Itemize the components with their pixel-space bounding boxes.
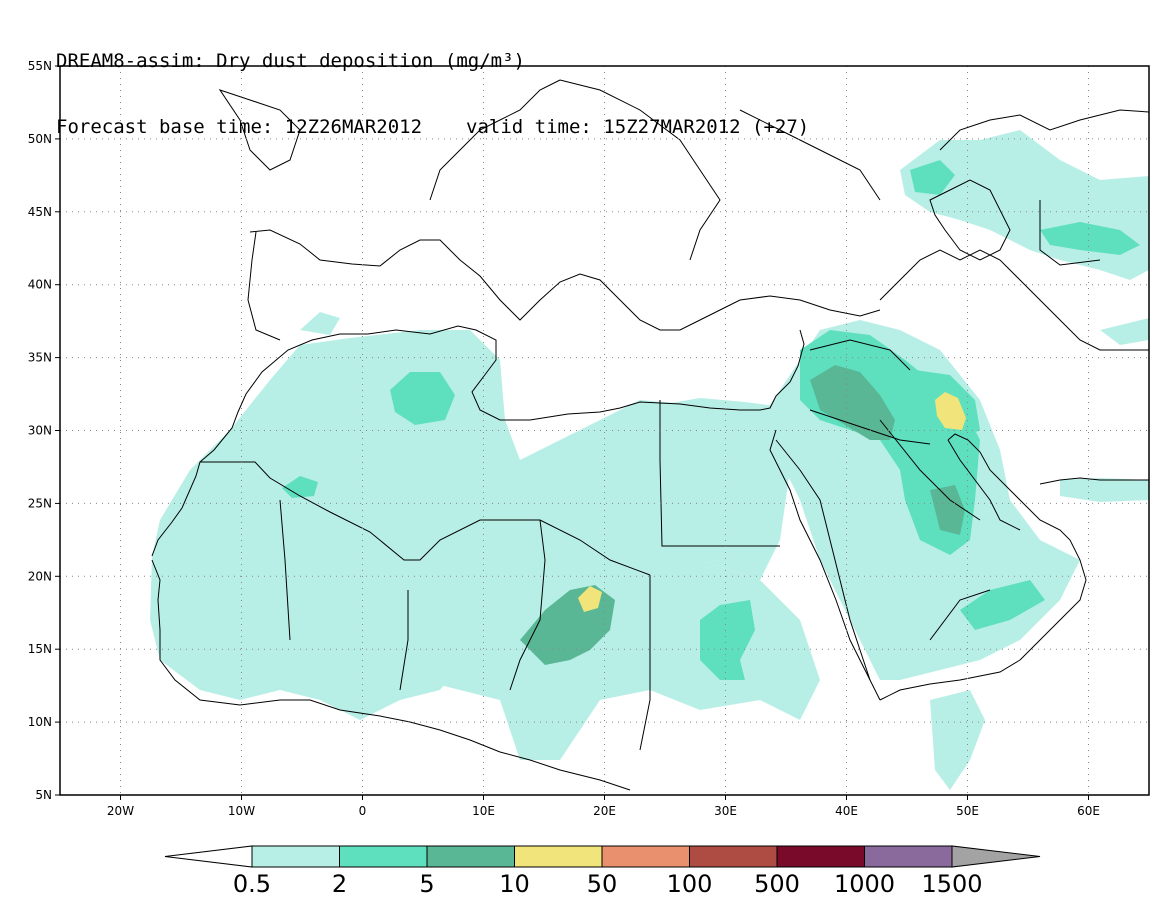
colorbar-swatch xyxy=(339,845,428,868)
colorbar-label: 5 xyxy=(419,870,434,898)
colorbar-swatch xyxy=(426,845,515,868)
lat-tick-label: 10N xyxy=(28,715,52,729)
longitude-labels: 20W 10W 0 10E 20E 30E 40E 50E 60E xyxy=(107,795,1100,818)
lat-tick-label: 45N xyxy=(28,205,52,219)
lat-tick-label: 50N xyxy=(28,132,52,146)
colorbar-swatch xyxy=(251,845,340,868)
lon-tick-label: 10W xyxy=(228,804,255,818)
colorbar-right-arrow xyxy=(951,845,1041,868)
region-egypt-coast xyxy=(660,398,790,425)
lon-tick-label: 30E xyxy=(714,804,737,818)
colorbar-label: 1000 xyxy=(834,870,895,898)
lon-tick-label: 50E xyxy=(956,804,979,818)
region-iran-east xyxy=(300,312,340,335)
region-caspian-west xyxy=(910,160,955,195)
lat-tick-label: 25N xyxy=(28,496,52,510)
lon-tick-label: 60E xyxy=(1077,804,1100,818)
lat-tick-label: 40N xyxy=(28,278,52,292)
colorbar-label: 1500 xyxy=(921,870,982,898)
region-caspian-north xyxy=(900,130,1149,280)
region-atlas-core xyxy=(390,372,455,425)
lat-tick-label: 15N xyxy=(28,642,52,656)
coastlines-layer xyxy=(151,79,1149,791)
lon-tick-label: 20E xyxy=(593,804,616,818)
colorbar-label: 10 xyxy=(499,870,530,898)
region-chad-peak xyxy=(578,586,602,612)
lon-tick-label: 0 xyxy=(359,804,367,818)
colorbar-label: 0.5 xyxy=(233,870,271,898)
lat-tick-label: 35N xyxy=(28,351,52,365)
colorbar-label: 2 xyxy=(332,870,347,898)
region-arabia-core xyxy=(930,485,965,535)
lon-tick-label: 40E xyxy=(835,804,858,818)
colorbar-swatch xyxy=(689,845,778,868)
region-sudan-west xyxy=(700,600,755,680)
colorbar-swatch xyxy=(864,845,953,868)
lat-tick-label: 30N xyxy=(28,424,52,438)
lat-tick-label: 5N xyxy=(35,788,52,802)
colorbar-left-arrow xyxy=(164,845,253,868)
lon-tick-label: 10E xyxy=(472,804,495,818)
region-kuwait-peak xyxy=(935,392,966,430)
region-kazakh-south xyxy=(1040,222,1140,255)
lat-tick-label: 20N xyxy=(28,569,52,583)
map-title: DREAM8-assim: Dry dust deposition (mg/m³… xyxy=(56,6,809,160)
lon-tick-label: 20W xyxy=(107,804,134,818)
region-central-asia xyxy=(1100,318,1149,345)
region-mesopotamia xyxy=(1060,478,1149,502)
region-east-africa xyxy=(930,690,985,790)
colorbar: 0.5 2 5 10 50 100 500 1000 1500 xyxy=(164,845,1041,898)
title-line-2: Forecast base time: 12Z26MAR2012 valid ti… xyxy=(56,116,809,138)
region-arabia-south xyxy=(960,580,1045,630)
valid-time: valid time: 15Z27MAR2012 (+27) xyxy=(466,116,810,138)
base-time: Forecast base time: 12Z26MAR2012 xyxy=(56,116,423,138)
latitude-labels: 5N 10N 15N 20N 25N 30N 35N 40N 45N 50N 55N xyxy=(28,59,60,802)
region-chad-west xyxy=(282,476,318,498)
colorbar-label: 100 xyxy=(667,870,713,898)
region-iraq-core xyxy=(810,365,895,440)
colorbar-swatch xyxy=(776,845,865,868)
lat-tick-label: 55N xyxy=(28,59,52,73)
colorbar-label: 500 xyxy=(754,870,800,898)
colorbar-label: 50 xyxy=(587,870,618,898)
colorbar-swatch xyxy=(514,845,603,868)
colorbar-swatch xyxy=(601,845,690,868)
